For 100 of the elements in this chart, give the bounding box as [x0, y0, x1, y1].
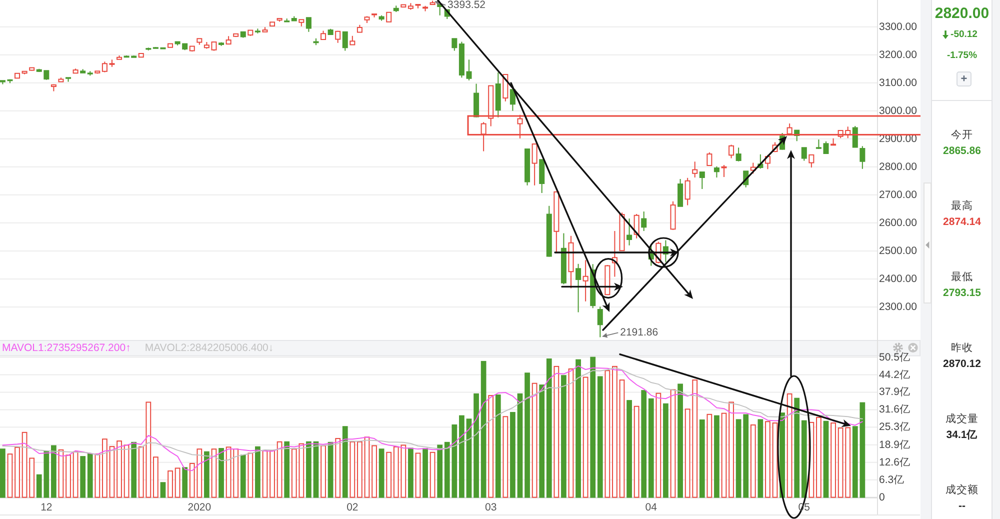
bar — [255, 446, 260, 498]
bar — [51, 445, 56, 498]
annotation: 2191.86 — [620, 326, 658, 339]
bar — [554, 366, 560, 498]
candlestick — [582, 260, 588, 302]
bar — [378, 448, 384, 498]
candlestick — [393, 5, 399, 13]
candlestick — [706, 152, 712, 166]
candlestick — [480, 122, 486, 152]
bar — [480, 360, 486, 498]
candlestick — [619, 212, 625, 252]
candlestick — [670, 200, 676, 230]
bar — [372, 445, 377, 498]
candlestick — [604, 264, 610, 296]
bar — [641, 390, 647, 498]
candlestick — [852, 126, 858, 148]
bar — [94, 454, 100, 498]
candlestick — [626, 218, 632, 246]
bar — [532, 382, 538, 498]
bar — [823, 420, 829, 498]
bar — [211, 448, 217, 498]
candlestick — [226, 36, 232, 46]
bar — [510, 412, 516, 498]
candlestick — [634, 213, 640, 239]
bar — [422, 448, 428, 498]
candlestick — [29, 67, 35, 72]
candlestick — [80, 68, 86, 74]
bar — [415, 452, 421, 498]
candlestick — [400, 4, 406, 8]
bar — [750, 424, 756, 498]
bar — [568, 368, 574, 498]
candlestick — [58, 77, 64, 83]
bar — [248, 452, 254, 498]
candlestick — [328, 28, 334, 36]
bar — [262, 450, 268, 498]
bar — [546, 358, 552, 498]
candlestick — [714, 166, 720, 178]
candlestick — [786, 123, 792, 136]
bar — [80, 456, 86, 498]
candlestick — [146, 47, 152, 51]
candlestick — [597, 306, 603, 338]
candlestick — [517, 114, 523, 139]
bar — [335, 438, 341, 498]
candlestick — [168, 43, 174, 48]
bar — [29, 458, 35, 498]
bar — [604, 370, 610, 498]
candlestick — [66, 77, 72, 82]
bar — [576, 359, 581, 498]
bar — [364, 436, 370, 498]
candlestick — [138, 52, 144, 58]
bar — [408, 448, 414, 498]
candlestick — [364, 16, 370, 24]
bar — [109, 446, 115, 498]
candlestick — [801, 147, 807, 162]
bar — [474, 393, 479, 498]
candlestick — [240, 31, 246, 38]
candlestick — [116, 54, 122, 60]
bar — [276, 441, 282, 498]
candlestick — [276, 18, 282, 22]
bar — [350, 441, 356, 498]
candlestick — [452, 38, 458, 52]
candlestick — [189, 45, 195, 52]
bar — [270, 450, 275, 498]
bar — [772, 422, 778, 498]
bar — [116, 440, 122, 498]
bar — [816, 416, 822, 498]
candlestick — [254, 28, 260, 34]
bar — [153, 456, 158, 498]
bar — [714, 415, 720, 498]
bar — [218, 448, 224, 498]
bar — [240, 454, 246, 498]
bar — [0, 448, 6, 498]
bar — [22, 432, 28, 498]
bar — [648, 398, 654, 498]
bar — [590, 356, 596, 498]
bar — [284, 441, 290, 498]
bar — [524, 372, 530, 498]
bar — [342, 426, 348, 498]
bar — [306, 441, 312, 498]
bar — [495, 394, 501, 498]
candlestick — [335, 30, 341, 44]
bar — [386, 452, 392, 498]
bar — [160, 482, 166, 498]
candlestick — [495, 72, 501, 118]
bar — [699, 419, 705, 498]
bar — [320, 445, 326, 498]
candlestick — [72, 68, 78, 74]
bar — [466, 418, 472, 498]
candlestick — [430, 0, 436, 6]
candlestick — [422, 5, 428, 12]
candlestick — [386, 12, 392, 22]
bar — [437, 444, 443, 498]
candlestick — [313, 38, 319, 46]
candlestick — [568, 235, 574, 289]
candlestick — [692, 161, 698, 178]
candlestick — [684, 177, 690, 206]
bar — [634, 406, 640, 498]
candlestick — [860, 146, 866, 170]
candlestick — [560, 232, 566, 285]
candlestick — [736, 147, 742, 162]
